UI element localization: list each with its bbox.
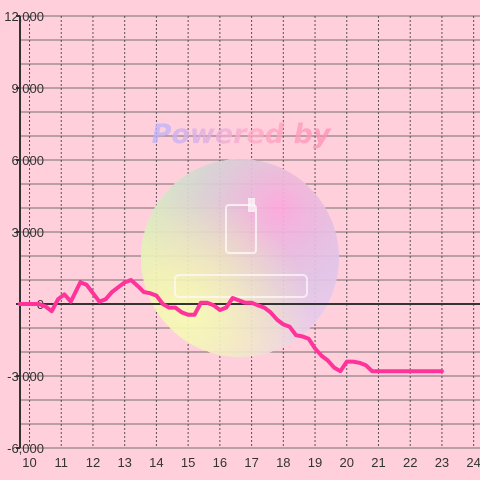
- x-tick-label: 14: [149, 455, 163, 470]
- x-tick-label: 17: [244, 455, 258, 470]
- y-tick-label: 3,000: [11, 225, 44, 240]
- x-tick-label: 18: [276, 455, 290, 470]
- y-tick-label: -6,000: [7, 441, 44, 456]
- y-tick-label: 9,000: [11, 81, 44, 96]
- x-tick-label: 10: [22, 455, 36, 470]
- x-tick-label: 13: [117, 455, 131, 470]
- x-tick-label: 19: [308, 455, 322, 470]
- x-tick-label: 22: [403, 455, 417, 470]
- y-tick-label: 6,000: [11, 153, 44, 168]
- y-tick-label: 12,000: [4, 9, 44, 24]
- x-tick-label: 16: [213, 455, 227, 470]
- watermark-orb-glow: [141, 159, 339, 357]
- x-tick-label: 21: [371, 455, 385, 470]
- x-tick-label: 23: [435, 455, 449, 470]
- watermark-logo: Powered by: [141, 119, 339, 357]
- x-tick-label: 24: [466, 455, 480, 470]
- x-tick-label: 12: [86, 455, 100, 470]
- series: [18, 278, 444, 374]
- x-tick-label: 20: [340, 455, 354, 470]
- x-tick-label: 15: [181, 455, 195, 470]
- y-tick-label: -3,000: [7, 369, 44, 384]
- x-tick-label: 11: [54, 455, 68, 470]
- watermark-text: Powered by: [152, 119, 332, 150]
- watermark-glyph-icon: [225, 204, 257, 254]
- watermark-wordmark-icon: [174, 274, 308, 298]
- watermark-glyph-stroke: [248, 198, 255, 212]
- series-line: [18, 278, 444, 374]
